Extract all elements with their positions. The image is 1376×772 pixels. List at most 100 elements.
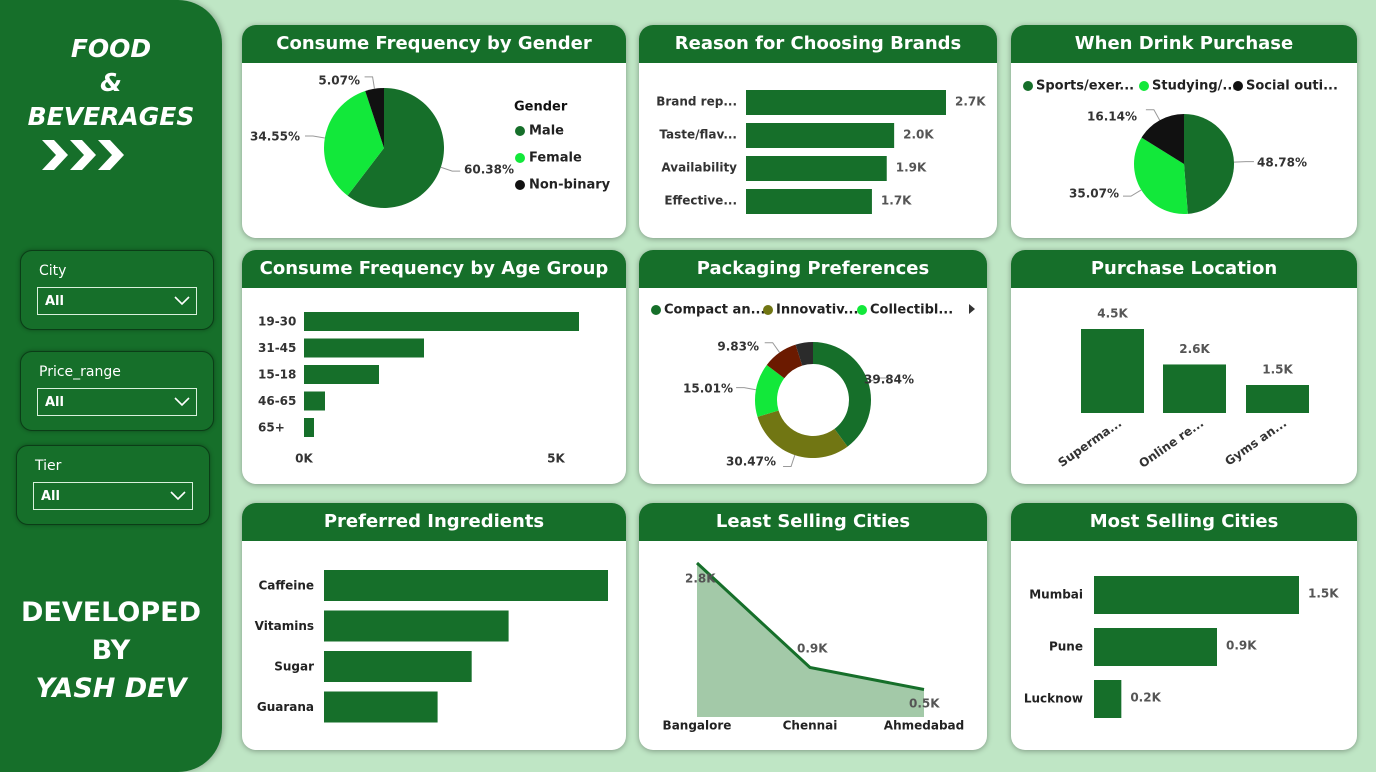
location-card[interactable]: 4.5K Superma... 2.6K Online re... 1.5K Gyms a… (1011, 250, 1357, 484)
least-area-fill[interactable] (697, 563, 924, 717)
least-line[interactable] (695, 561, 925, 691)
gender-data-label: 60.38% (464, 163, 514, 177)
city-dropdown-value: All (45, 294, 64, 309)
packaging-legend-marker[interactable] (651, 305, 661, 315)
brands-bar[interactable] (746, 156, 887, 181)
age-bar-chart[interactable]: 19-30 31-45 15-18 46-65 65+ 0K 5K (242, 250, 626, 484)
least-area-chart[interactable]: 2.8K 0.9K 0.5K Bangalore Chennai Ahmedabad (639, 503, 987, 750)
gender-leader-line[interactable] (364, 76, 375, 89)
age-card[interactable]: 19-30 31-45 15-18 46-65 65+ 0K 5K Consume Freq… (242, 250, 626, 484)
gender-legend-marker[interactable] (515, 126, 525, 136)
ingredients-bar[interactable] (324, 651, 472, 682)
brands-bar-chart[interactable]: Brand rep... 2.7K Taste/flav... 2.0K Availab… (639, 25, 997, 238)
gender-legend-title: Gender (514, 100, 568, 115)
packaging-card-title: Packaging Preferences (639, 250, 987, 288)
ingredients-card[interactable]: Caffeine Vitamins Sugar Guarana Preferred I… (242, 503, 626, 750)
tier-filter-label: Tier (35, 458, 62, 474)
ingredients-bar-chart[interactable]: Caffeine Vitamins Sugar Guarana (242, 503, 626, 750)
drink-legend-marker[interactable] (1233, 81, 1243, 91)
most-bar-chart[interactable]: Mumbai 1.5K Pune 0.9K Lucknow 0.2K (1011, 503, 1357, 750)
packaging-legend-label: Innovativ... (776, 303, 858, 318)
drink-pie-chart[interactable]: 48.78% 35.07% 16.14% Sports/exer... Studying… (1011, 25, 1357, 238)
packaging-legend-marker[interactable] (763, 305, 773, 315)
gender-leader-line[interactable] (304, 135, 325, 139)
age-category-label: 15-18 (258, 368, 296, 382)
packaging-donut-chart[interactable]: 39.84% 30.47% 15.01% 9.83% Compact an... Inno… (639, 250, 987, 484)
city-dropdown[interactable]: All (37, 287, 197, 315)
age-bar[interactable] (304, 418, 314, 437)
location-data-label: 2.6K (1179, 342, 1210, 356)
chevron-down-icon (170, 491, 186, 501)
brands-bar[interactable] (746, 123, 895, 148)
ingredients-bar[interactable] (324, 691, 438, 723)
legend-next-arrow-icon[interactable] (969, 304, 975, 314)
tier-dropdown[interactable]: All (33, 482, 193, 510)
gender-slice[interactable] (347, 88, 444, 208)
drink-card[interactable]: 48.78% 35.07% 16.14% Sports/exer... Studying… (1011, 25, 1357, 238)
packaging-leader-line[interactable] (783, 454, 796, 467)
most-bar[interactable] (1094, 576, 1299, 614)
age-x-tick: 5K (547, 452, 565, 466)
packaging-data-label: 15.01% (683, 382, 733, 396)
ingredients-bar[interactable] (324, 570, 608, 601)
gender-leader-line[interactable] (440, 166, 461, 172)
brands-bar[interactable] (746, 90, 946, 115)
age-category-label: 19-30 (258, 315, 296, 329)
location-bar[interactable] (1246, 385, 1309, 413)
brands-bar[interactable] (746, 189, 872, 214)
packaging-leader-line[interactable] (764, 342, 781, 353)
packaging-slice[interactable] (795, 342, 813, 366)
brands-category-label: Effective... (664, 194, 737, 208)
price-range-dropdown[interactable]: All (37, 388, 197, 416)
age-bar[interactable] (304, 391, 325, 411)
gender-legend-marker[interactable] (515, 153, 525, 163)
age-bar[interactable] (304, 338, 424, 358)
gender-legend-label: Female (529, 151, 582, 166)
gender-pie-chart[interactable]: 60.38% 34.55% 5.07% Gender Male Female Non-bin… (242, 25, 626, 238)
drink-legend-label: Sports/exer... (1036, 79, 1134, 94)
drink-legend-marker[interactable] (1139, 81, 1149, 91)
brands-data-label: 1.9K (896, 161, 927, 175)
packaging-slice[interactable] (766, 344, 803, 379)
brands-data-label: 1.7K (881, 194, 912, 208)
gender-legend-marker[interactable] (515, 180, 525, 190)
least-data-label: 0.5K (909, 697, 940, 711)
location-bar-chart[interactable]: 4.5K Superma... 2.6K Online re... 1.5K Gyms a… (1011, 250, 1357, 484)
drink-leader-line[interactable] (1122, 189, 1142, 197)
location-category-label: Superma... (1055, 416, 1124, 470)
packaging-slice[interactable] (755, 364, 785, 417)
packaging-leader-line[interactable] (867, 377, 888, 383)
age-card-title: Consume Frequency by Age Group (242, 250, 626, 288)
age-bar[interactable] (304, 312, 579, 331)
most-bar[interactable] (1094, 628, 1217, 666)
most-bar[interactable] (1094, 680, 1122, 718)
brands-category-label: Taste/flav... (659, 128, 737, 142)
gender-slice[interactable] (365, 88, 384, 148)
price-range-filter-label: Price_range (39, 364, 121, 380)
least-card[interactable]: 2.8K 0.9K 0.5K Bangalore Chennai Ahmedabad Le… (639, 503, 987, 750)
gender-slice[interactable] (324, 91, 384, 196)
location-data-label: 4.5K (1097, 307, 1128, 321)
least-data-label: 0.9K (797, 642, 828, 656)
brands-card[interactable]: Brand rep... 2.7K Taste/flav... 2.0K Availab… (639, 25, 997, 238)
drink-data-label: 48.78% (1257, 156, 1307, 170)
packaging-legend-marker[interactable] (857, 305, 867, 315)
drink-leader-line[interactable] (1145, 109, 1161, 121)
drink-legend-marker[interactable] (1023, 81, 1033, 91)
gender-card[interactable]: 60.38% 34.55% 5.07% Gender Male Female Non-bin… (242, 25, 626, 238)
location-bar[interactable] (1081, 329, 1144, 413)
drink-slice[interactable] (1141, 114, 1184, 164)
most-data-label: 1.5K (1308, 587, 1339, 601)
packaging-slice[interactable] (757, 410, 848, 458)
drink-slice[interactable] (1134, 137, 1188, 214)
ingredients-bar[interactable] (324, 610, 509, 642)
location-bar[interactable] (1163, 364, 1226, 413)
packaging-card[interactable]: 39.84% 30.47% 15.01% 9.83% Compact an... Inno… (639, 250, 987, 484)
packaging-slice[interactable] (813, 342, 871, 447)
most-category-label: Pune (1049, 640, 1083, 654)
most-card[interactable]: Mumbai 1.5K Pune 0.9K Lucknow 0.2K Most Selli… (1011, 503, 1357, 750)
age-bar[interactable] (304, 365, 379, 384)
drink-slice[interactable] (1184, 114, 1234, 214)
packaging-legend-label: Compact an... (664, 303, 765, 318)
packaging-leader-line[interactable] (736, 387, 756, 391)
